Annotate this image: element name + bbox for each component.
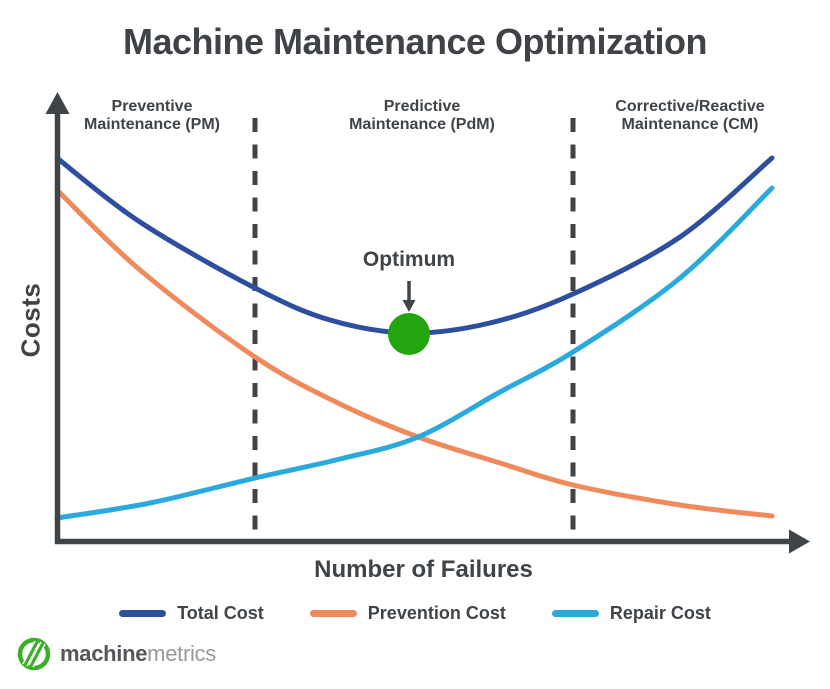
machinemetrics-logo-text: machinemetrics [60, 641, 216, 667]
chart-title: Machine Maintenance Optimization [122, 21, 708, 62]
legend-item-repair-cost: Repair Cost [551, 603, 711, 624]
legend-label-prevention-cost: Prevention Cost [367, 603, 506, 623]
legend-swatch-total-cost [119, 610, 167, 617]
x-axis-label: Number of Failures [314, 556, 533, 583]
curve-total-cost [54, 155, 775, 336]
zone-label-predictive: Predictive Maintenance (PdM) [322, 98, 522, 134]
logo-text-bold: machine [60, 641, 148, 666]
zone-label-line: Maintenance (PdM) [349, 116, 495, 133]
zone-label-line: Preventive [111, 98, 193, 115]
machinemetrics-logo: machinemetrics [16, 636, 216, 672]
legend-item-prevention-cost: Prevention Cost [309, 603, 506, 624]
zone-boundary-lines [252, 118, 576, 539]
logo-text-light: metrics [147, 641, 216, 666]
zone-label-preventive: Preventive Maintenance (PM) [52, 98, 252, 134]
legend-label-repair-cost: Repair Cost [609, 603, 711, 623]
legend-item-total-cost: Total Cost [119, 603, 264, 624]
optimum-marker-dot [388, 313, 430, 355]
legend-swatch-prevention-cost [309, 610, 357, 617]
chart-legend: Total Cost Prevention Cost Repair Cost [0, 603, 830, 624]
curve-repair-cost [54, 185, 775, 521]
x-axis-arrowhead-icon [789, 529, 810, 554]
curve-prevention-cost [54, 187, 775, 519]
zone-label-corrective: Corrective/Reactive Maintenance (CM) [578, 98, 802, 134]
y-axis-arrowhead-icon [45, 92, 70, 114]
zone-label-line: Maintenance (PM) [83, 116, 220, 133]
zone-label-line: Maintenance (CM) [621, 116, 759, 133]
y-axis-label: Costs [15, 282, 46, 358]
optimum-arrow-head-icon [402, 300, 416, 312]
legend-label-total-cost: Total Cost [177, 603, 264, 623]
zone-label-line: Predictive [383, 98, 461, 115]
optimum-annotation [388, 281, 430, 355]
optimum-label: Optimum [362, 248, 456, 271]
zone-label-line: Corrective/Reactive [615, 98, 765, 115]
legend-swatch-repair-cost [551, 610, 599, 617]
machinemetrics-logo-icon [17, 637, 51, 671]
